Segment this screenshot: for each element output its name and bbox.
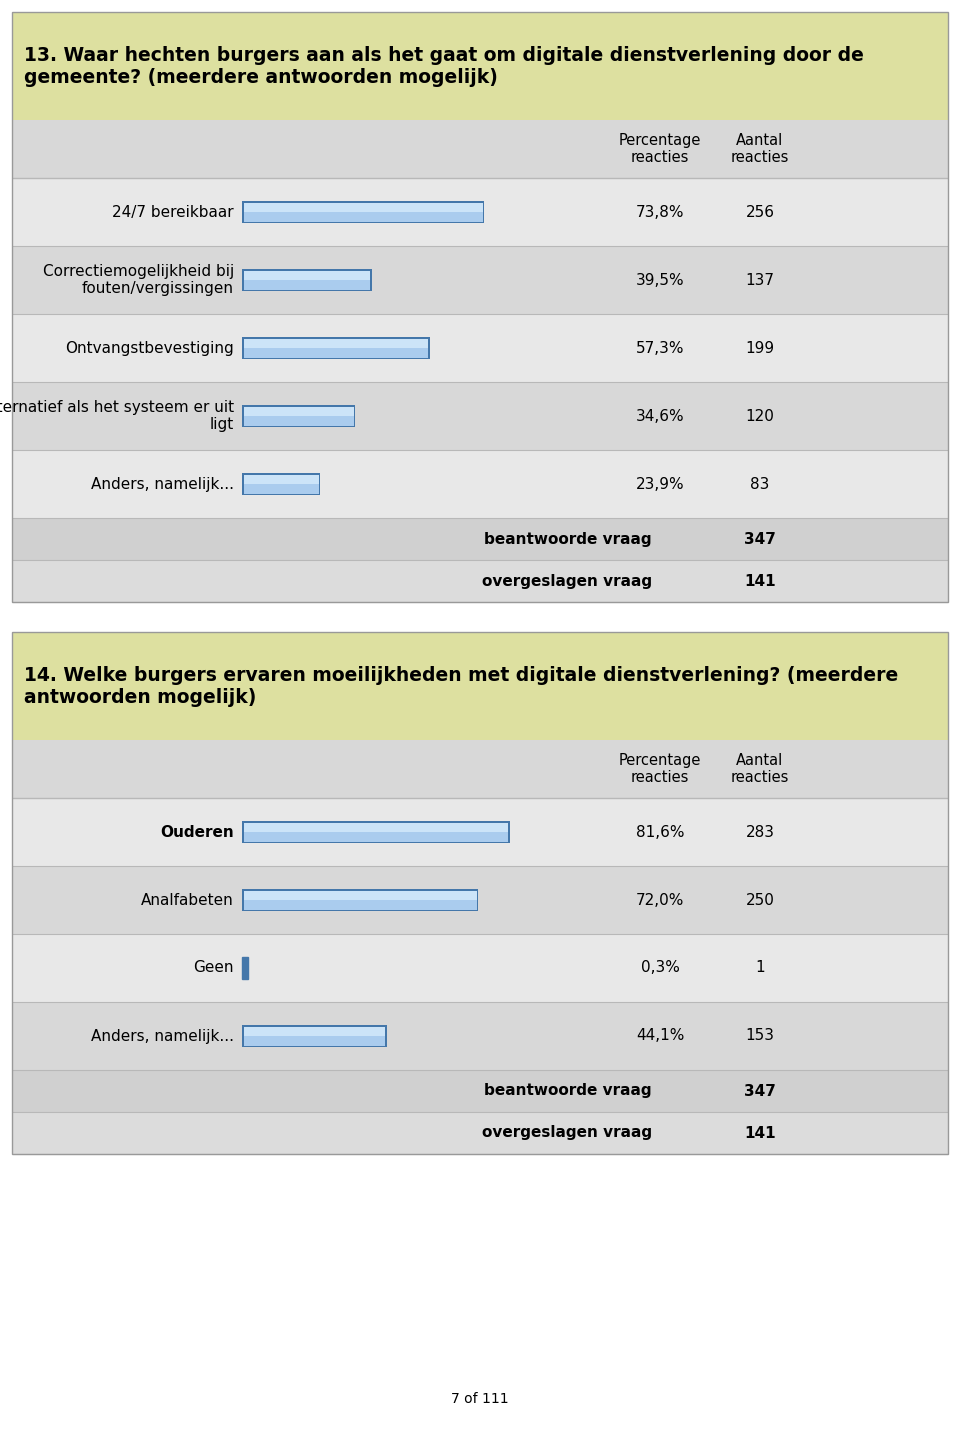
Text: Percentage
reacties: Percentage reacties	[619, 133, 701, 166]
Text: 347: 347	[744, 532, 776, 546]
Text: Analfabeten: Analfabeten	[141, 893, 234, 907]
Bar	[244, 270, 370, 290]
Text: Aantal
reacties: Aantal reacties	[731, 133, 789, 166]
Text: 137: 137	[746, 273, 775, 287]
Bar	[242, 269, 372, 292]
Text: Aantal
reacties: Aantal reacties	[731, 753, 789, 785]
Bar	[12, 740, 948, 797]
Text: 250: 250	[746, 893, 775, 907]
Text: 39,5%: 39,5%	[636, 273, 684, 287]
Bar	[244, 474, 319, 484]
Bar	[244, 406, 354, 416]
Text: 14. Welke burgers ervaren moeilijkheden met digitale dienstverlening? (meerdere
: 14. Welke burgers ervaren moeilijkheden …	[24, 666, 899, 706]
Text: 13. Waar hechten burgers aan als het gaat om digitale dienstverlening door de
ge: 13. Waar hechten burgers aan als het gaa…	[24, 46, 864, 87]
Bar	[244, 1026, 385, 1036]
Text: beantwoorde vraag: beantwoorde vraag	[485, 1083, 652, 1099]
Text: 0,3%: 0,3%	[640, 960, 680, 976]
Text: 141: 141	[744, 1126, 776, 1140]
Text: 199: 199	[745, 340, 775, 356]
Text: 120: 120	[746, 409, 775, 423]
Text: 81,6%: 81,6%	[636, 825, 684, 839]
Bar	[244, 890, 477, 909]
Text: Ouderen: Ouderen	[160, 825, 234, 839]
Bar	[242, 822, 510, 843]
Bar	[242, 404, 355, 427]
Text: 256: 256	[746, 204, 775, 220]
Text: Percentage
reacties: Percentage reacties	[619, 753, 701, 785]
Text: 141: 141	[744, 573, 776, 589]
Bar	[12, 120, 948, 179]
Bar	[244, 823, 508, 832]
Bar	[244, 406, 354, 426]
Bar	[12, 1112, 948, 1155]
Bar	[12, 632, 948, 740]
Bar	[12, 246, 948, 314]
Bar	[244, 270, 370, 280]
Text: 23,9%: 23,9%	[636, 476, 684, 492]
Bar	[242, 1025, 387, 1047]
Text: 57,3%: 57,3%	[636, 340, 684, 356]
Bar	[12, 935, 948, 1002]
Bar	[12, 1002, 948, 1070]
Bar	[242, 957, 248, 979]
Text: overgeslagen vraag: overgeslagen vraag	[482, 1126, 652, 1140]
Text: 72,0%: 72,0%	[636, 893, 684, 907]
Bar	[12, 11, 948, 602]
Bar	[12, 382, 948, 450]
Bar	[244, 890, 477, 900]
Text: 83: 83	[751, 476, 770, 492]
Text: 153: 153	[746, 1029, 775, 1043]
Bar	[12, 560, 948, 602]
Bar	[242, 473, 321, 494]
Bar	[244, 203, 483, 211]
Text: 7 of 111: 7 of 111	[451, 1392, 509, 1406]
Bar	[244, 339, 428, 349]
Bar	[12, 517, 948, 560]
Bar	[12, 632, 948, 1155]
Bar	[244, 823, 508, 842]
Text: 73,8%: 73,8%	[636, 204, 684, 220]
Bar	[12, 450, 948, 517]
Text: Anders, namelijk...: Anders, namelijk...	[91, 476, 234, 492]
Bar	[244, 474, 319, 493]
Text: 44,1%: 44,1%	[636, 1029, 684, 1043]
Bar	[12, 1070, 948, 1112]
Text: 347: 347	[744, 1083, 776, 1099]
Bar	[242, 889, 478, 912]
Text: beantwoorde vraag: beantwoorde vraag	[485, 532, 652, 546]
Bar	[244, 1026, 385, 1046]
Bar	[242, 337, 430, 359]
Bar	[242, 201, 484, 223]
Bar	[244, 339, 428, 357]
Text: Correctiemogelijkheid bij
fouten/vergissingen: Correctiemogelijkheid bij fouten/vergiss…	[43, 264, 234, 296]
Text: Anders, namelijk...: Anders, namelijk...	[91, 1029, 234, 1043]
Bar	[244, 203, 483, 221]
Bar	[12, 11, 948, 120]
Bar	[12, 797, 948, 866]
Text: Ontvangstbevestiging: Ontvangstbevestiging	[65, 340, 234, 356]
Text: 24/7 bereikbaar: 24/7 bereikbaar	[112, 204, 234, 220]
Text: Alternatief als het systeem er uit
ligt: Alternatief als het systeem er uit ligt	[0, 400, 234, 432]
Text: 283: 283	[746, 825, 775, 839]
Text: 1: 1	[756, 960, 765, 976]
Text: 34,6%: 34,6%	[636, 409, 684, 423]
Bar	[12, 179, 948, 246]
Bar	[12, 314, 948, 382]
Bar	[12, 866, 948, 935]
Text: Geen: Geen	[194, 960, 234, 976]
Text: overgeslagen vraag: overgeslagen vraag	[482, 573, 652, 589]
